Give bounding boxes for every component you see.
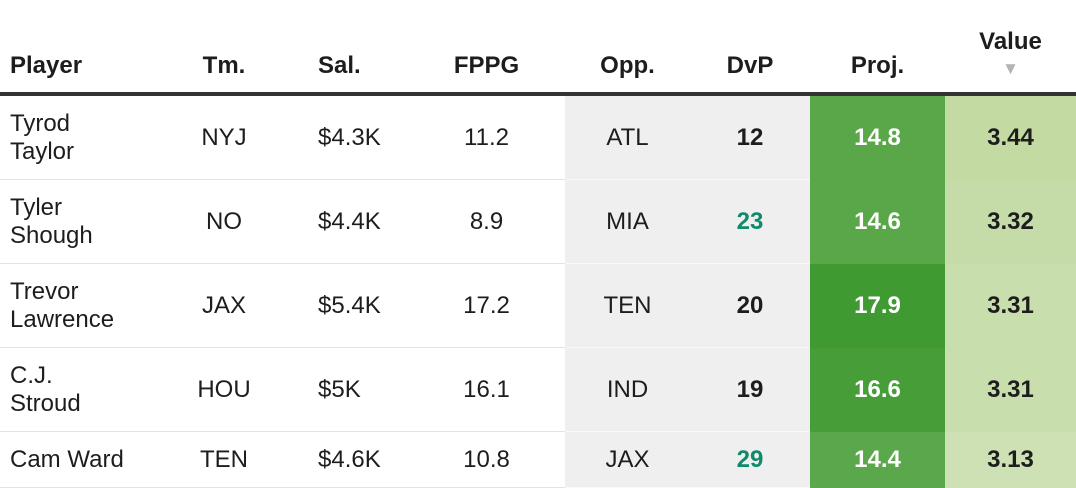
cell-opponent: TEN — [565, 264, 690, 348]
cell-dvp: 20 — [690, 264, 810, 348]
cell-fppg: 8.9 — [408, 180, 565, 264]
table-row[interactable]: Tyrod Taylor NYJ $4.3K 11.2 ATL 12 14.8 … — [0, 96, 1076, 180]
cell-dvp: 29 — [690, 432, 810, 488]
col-header-player[interactable]: Player — [0, 0, 180, 96]
table-row[interactable]: Cam Ward TEN $4.6K 10.8 JAX 29 14.4 3.13 — [0, 432, 1076, 488]
cell-value: 3.31 — [945, 348, 1076, 432]
cell-opponent: MIA — [565, 180, 690, 264]
cell-team: JAX — [180, 264, 268, 348]
cell-dvp: 19 — [690, 348, 810, 432]
cell-projection: 14.6 — [810, 180, 945, 264]
cell-opponent: IND — [565, 348, 690, 432]
cell-projection: 14.8 — [810, 96, 945, 180]
cell-fppg: 10.8 — [408, 432, 565, 488]
col-header-fppg[interactable]: FPPG — [408, 0, 565, 96]
col-header-value-label: Value — [979, 28, 1042, 55]
col-header-value[interactable]: Value ▼ — [945, 0, 1076, 96]
cell-opponent: JAX — [565, 432, 690, 488]
cell-player-name[interactable]: Cam Ward — [0, 432, 180, 488]
cell-projection: 14.4 — [810, 432, 945, 488]
cell-dvp: 12 — [690, 96, 810, 180]
cell-dvp: 23 — [690, 180, 810, 264]
cell-opponent: ATL — [565, 96, 690, 180]
header-row: Player Tm. Sal. FPPG Opp. DvP Proj. Valu… — [0, 0, 1076, 96]
col-header-projection[interactable]: Proj. — [810, 0, 945, 96]
sort-desc-icon: ▼ — [1002, 59, 1019, 78]
table-row[interactable]: Tyler Shough NO $4.4K 8.9 MIA 23 14.6 3.… — [0, 180, 1076, 264]
cell-team: NYJ — [180, 96, 268, 180]
cell-value: 3.44 — [945, 96, 1076, 180]
cell-projection: 16.6 — [810, 348, 945, 432]
cell-team: HOU — [180, 348, 268, 432]
cell-salary: $4.6K — [268, 432, 408, 488]
cell-salary: $4.3K — [268, 96, 408, 180]
cell-fppg: 16.1 — [408, 348, 565, 432]
col-header-dvp[interactable]: DvP — [690, 0, 810, 96]
cell-value: 3.31 — [945, 264, 1076, 348]
cell-value: 3.13 — [945, 432, 1076, 488]
cell-fppg: 17.2 — [408, 264, 565, 348]
cell-projection: 17.9 — [810, 264, 945, 348]
col-header-team[interactable]: Tm. — [180, 0, 268, 96]
table-row[interactable]: C.J. Stroud HOU $5K 16.1 IND 19 16.6 3.3… — [0, 348, 1076, 432]
cell-value: 3.32 — [945, 180, 1076, 264]
cell-player-name[interactable]: C.J. Stroud — [0, 348, 180, 432]
cell-fppg: 11.2 — [408, 96, 565, 180]
cell-team: TEN — [180, 432, 268, 488]
col-header-opponent[interactable]: Opp. — [565, 0, 690, 96]
cell-salary: $5K — [268, 348, 408, 432]
col-header-salary[interactable]: Sal. — [268, 0, 408, 96]
cell-player-name[interactable]: Tyrod Taylor — [0, 96, 180, 180]
cell-salary: $4.4K — [268, 180, 408, 264]
cell-player-name[interactable]: Tyler Shough — [0, 180, 180, 264]
cell-team: NO — [180, 180, 268, 264]
cell-salary: $5.4K — [268, 264, 408, 348]
cell-player-name[interactable]: Trevor Lawrence — [0, 264, 180, 348]
table-row[interactable]: Trevor Lawrence JAX $5.4K 17.2 TEN 20 17… — [0, 264, 1076, 348]
